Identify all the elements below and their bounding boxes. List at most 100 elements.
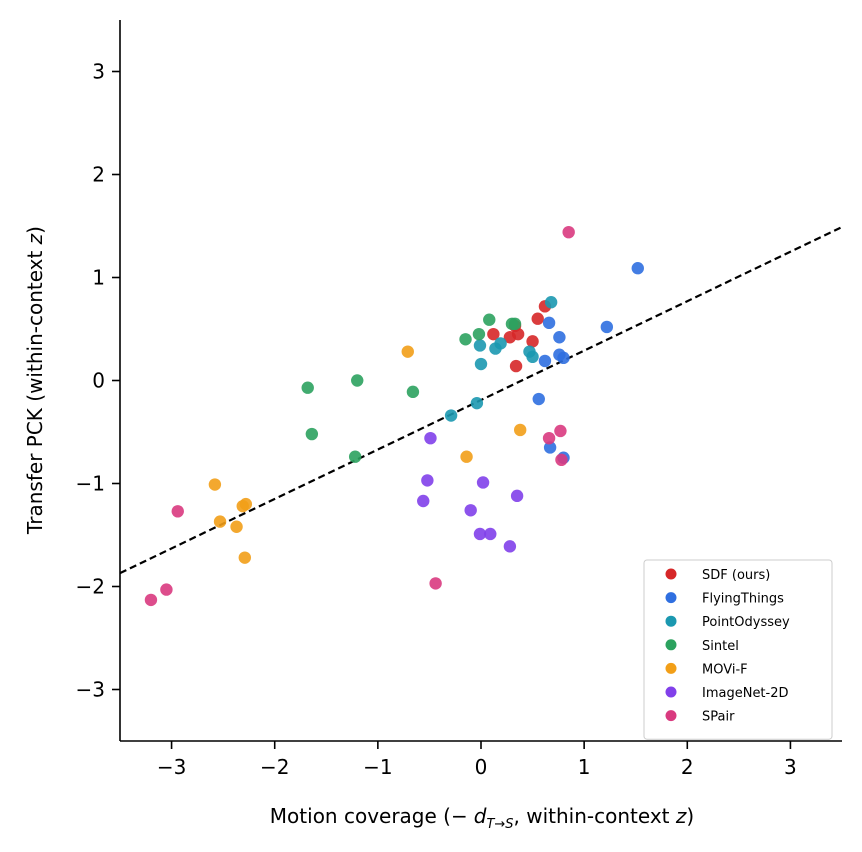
data-point-movi-f [513,423,527,437]
axes: −3 −2 −1 0 1 2 3 −3 −2 −1 0 1 2 3 [76,20,842,779]
legend-marker-movi-f [665,662,677,674]
x-axis-label-prefix: Motion coverage ( [270,804,451,828]
x-tick-label: 3 [784,755,797,779]
legend-marker-flyingthings [665,592,677,604]
data-point-pointodyssey [473,339,487,352]
data-point-sdf-ours [526,335,539,348]
y-axis-label-z: z [23,233,47,245]
data-point-movi-f [238,551,252,564]
legend-marker-sintel [665,639,677,651]
x-axis-label-suffix: ) [686,804,694,828]
data-point-pointodyssey [526,350,539,364]
data-point-movi-f [236,499,249,513]
x-axis-label-mid: , within-context [514,804,676,828]
y-tick-label: 0 [92,369,105,393]
x-axis-label-minus: − [451,804,468,828]
y-axis-label-prefix: Transfer PCK (within-context [23,244,47,535]
data-point-spair [429,577,442,590]
x-tick-label: 1 [578,755,591,779]
y-tick-label: −3 [76,678,105,702]
legend-marker-spair [665,710,677,722]
legend-label-imagenet-2d: ImageNet-2D [702,686,789,701]
data-point-spair [160,583,173,596]
y-tick-label: −1 [76,472,105,496]
data-point-sintel [351,374,364,387]
data-point-flyingthings [553,331,566,344]
data-point-sintel [483,313,496,326]
data-point-imagenet-2d [473,527,487,541]
data-point-sintel [508,317,522,331]
y-tick-label: 1 [92,266,105,290]
data-point-sintel [472,327,486,341]
data-point-imagenet-2d [510,489,524,503]
x-tick-label: −3 [157,755,186,779]
series-imagenet-2d [417,431,524,553]
y-tick-label: 3 [92,60,105,84]
legend-label-pointodyssey: PointOdyssey [702,615,790,630]
series-sintel [301,313,522,463]
data-point-flyingthings [600,320,614,334]
series-pointodyssey [444,296,558,422]
legend-marker-imagenet-2d [665,686,677,698]
points-layer [144,225,644,607]
data-point-spair [542,431,556,445]
data-point-sdf-ours [531,312,544,325]
y-tick-label: 2 [92,163,105,187]
data-point-flyingthings [532,392,545,406]
data-point-imagenet-2d [503,540,517,553]
data-point-imagenet-2d [417,494,430,508]
data-point-sdf-ours [511,327,525,341]
y-tick-label: −2 [76,575,105,599]
data-point-flyingthings [538,354,552,368]
data-point-pointodyssey [470,396,484,410]
data-point-imagenet-2d [421,474,434,487]
data-point-movi-f [213,515,227,528]
data-point-spair [554,424,567,438]
data-point-pointodyssey [474,357,488,371]
data-point-spair [555,453,568,467]
legend-marker-sdf-ours [665,568,677,580]
data-point-spair [171,505,184,518]
y-axis-label-suffix: ) [23,226,47,234]
x-tick-label: −2 [260,755,289,779]
data-point-pointodyssey [544,296,558,309]
data-point-sdf-ours [487,327,500,341]
legend-label-movi-f: MOVi-F [702,662,748,677]
data-point-imagenet-2d [476,476,490,489]
legend-label-spair: SPair [702,710,735,725]
x-axis-label-d: d [474,804,487,828]
x-tick-label: −1 [363,755,392,779]
legend-label-flyingthings: FlyingThings [702,592,784,607]
data-point-movi-f [208,478,222,491]
data-point-spair [144,593,158,607]
x-axis-label-z: z [675,804,687,828]
data-point-flyingthings [542,316,556,330]
x-tick-label: 0 [475,755,488,779]
x-tick-label: 2 [681,755,694,779]
series-spair [144,225,575,607]
legend-label-sdf-ours: SDF (ours) [702,568,770,583]
data-point-imagenet-2d [424,431,437,445]
data-point-spair [562,225,575,239]
x-axis-label: Motion coverage (− dT→S, within-context z… [270,804,694,832]
data-point-movi-f [460,450,473,463]
series-movi-f [208,345,527,564]
data-point-sintel [348,450,362,463]
data-point-sintel [459,333,472,346]
legend-label-sintel: Sintel [702,639,739,654]
data-point-flyingthings [543,441,557,454]
x-axis-label-subscript: T→S [486,817,513,832]
data-point-movi-f [401,345,414,358]
data-point-sintel [305,427,319,441]
data-point-sintel [301,381,314,394]
data-point-pointodyssey [494,337,507,350]
data-point-movi-f [230,520,243,533]
data-point-flyingthings [631,262,644,275]
data-point-pointodyssey [444,409,458,422]
data-point-sintel [406,385,420,399]
legend-marker-pointodyssey [665,615,677,627]
data-point-imagenet-2d [464,504,477,517]
data-point-sdf-ours [509,359,523,373]
legend: SDF (ours) FlyingThings PointOdyssey Sintel… [643,559,833,740]
